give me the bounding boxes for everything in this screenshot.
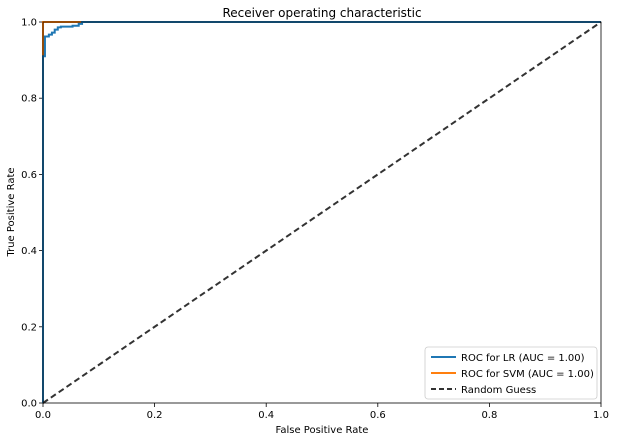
random-guess-line bbox=[42, 21, 602, 404]
x-axis-label: False Positive Rate bbox=[276, 425, 369, 436]
plot-frame bbox=[42, 21, 602, 404]
x-axis-ticks: 0.0 0.2 0.4 0.6 0.8 1.0 bbox=[35, 403, 609, 421]
roc-lr-line bbox=[42, 21, 601, 403]
legend-box bbox=[424, 346, 598, 400]
legend: ROC for LR (AUC = 1.00) ROC for SVM (AUC… bbox=[424, 346, 598, 400]
y-tick-label: 0.2 bbox=[21, 322, 37, 333]
x-tick-label: 0.2 bbox=[147, 410, 163, 421]
y-tick-label: 0.4 bbox=[21, 246, 37, 257]
y-axis-label: True Positive Rate bbox=[6, 167, 17, 257]
x-tick-label: 0.4 bbox=[258, 410, 274, 421]
y-tick-label: 1.0 bbox=[21, 18, 37, 29]
x-tick-label: 0.8 bbox=[481, 410, 497, 421]
x-tick-label: 1.0 bbox=[593, 410, 609, 421]
legend-label-random: Random Guess bbox=[461, 385, 536, 396]
x-tick-label: 0.0 bbox=[35, 410, 51, 421]
y-tick-label: 0.0 bbox=[21, 399, 37, 410]
chart-title: Receiver operating characteristic bbox=[222, 6, 421, 20]
y-tick-label: 0.6 bbox=[21, 170, 37, 181]
x-tick-label: 0.6 bbox=[370, 410, 386, 421]
legend-label-lr: ROC for LR (AUC = 1.00) bbox=[461, 353, 585, 364]
legend-label-svm: ROC for SVM (AUC = 1.00) bbox=[461, 369, 594, 380]
y-tick-label: 0.8 bbox=[21, 94, 37, 105]
